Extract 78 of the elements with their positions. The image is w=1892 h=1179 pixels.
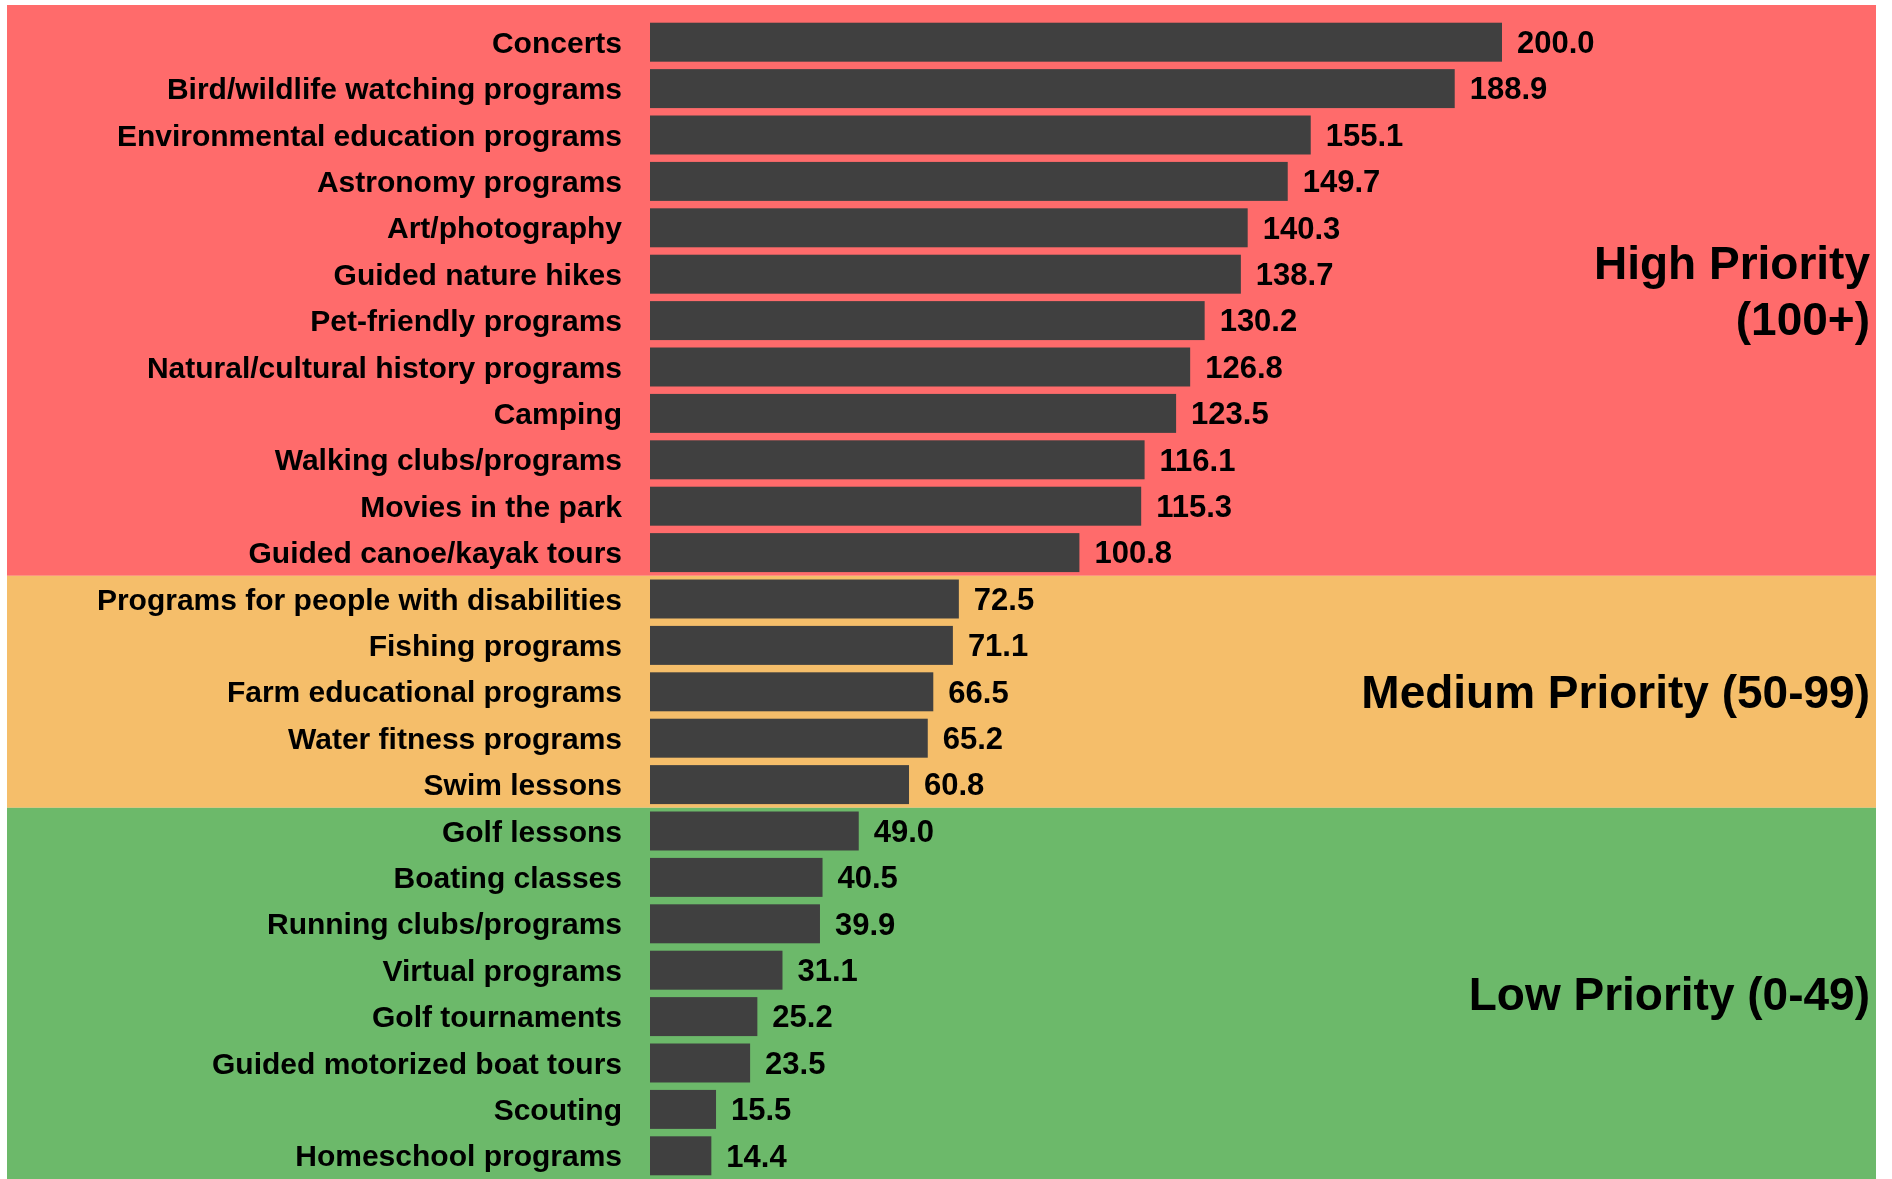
y-tick-label: Environmental education programs — [116, 118, 622, 152]
bar — [650, 22, 1502, 62]
y-tick-label: Running clubs/programs — [266, 907, 622, 941]
data-label: 130.2 — [1219, 303, 1298, 339]
data-label: 123.5 — [1191, 396, 1269, 432]
data-label: 100.8 — [1094, 535, 1172, 571]
data-label: 15.5 — [731, 1092, 792, 1128]
y-tick-label: Homeschool programs — [295, 1139, 622, 1173]
y-tick-label: Guided canoe/kayak tours — [248, 536, 622, 570]
data-label: 60.8 — [924, 767, 985, 803]
band-label: High Priority (100+) — [1593, 236, 1871, 345]
bar — [650, 904, 820, 944]
data-label: 140.3 — [1262, 210, 1341, 246]
y-tick-label: Swim lessons — [423, 768, 622, 802]
y-tick-label: Guided motorized boat tours — [212, 1046, 622, 1080]
data-label: 126.8 — [1205, 349, 1283, 385]
bar — [650, 301, 1205, 341]
bar — [650, 347, 1191, 387]
data-label: 14.4 — [726, 1138, 788, 1174]
data-label: 40.5 — [837, 860, 898, 896]
data-label: 116.1 — [1159, 442, 1236, 478]
bar — [650, 440, 1145, 480]
y-tick-label: Pet-friendly programs — [310, 304, 622, 338]
bar — [650, 161, 1288, 201]
y-tick-label: Concerts — [491, 25, 622, 59]
y-tick-label: Farm educational programs — [226, 675, 622, 709]
y-tick-label: Fishing programs — [368, 628, 622, 662]
bar — [650, 115, 1311, 155]
y-tick-label: Bird/wildlife watching programs — [166, 72, 622, 106]
data-label: 31.1 — [797, 953, 858, 989]
y-tick-label: Water fitness programs — [288, 721, 622, 755]
y-tick-label: Golf tournaments — [371, 1000, 622, 1034]
data-label: 115.3 — [1156, 489, 1233, 525]
bar — [650, 579, 959, 619]
data-label: 39.9 — [834, 906, 896, 942]
y-tick-label: Virtual programs — [382, 953, 622, 987]
data-label: 65.2 — [942, 721, 1004, 757]
y-tick-label: Boating classes — [393, 860, 622, 894]
data-label: 149.7 — [1302, 164, 1381, 200]
band-label: Medium Priority (50-99) — [1361, 665, 1870, 718]
data-label: 49.0 — [873, 813, 935, 849]
bar — [650, 625, 953, 665]
y-tick-label: Art/photography — [387, 211, 623, 245]
data-label: 155.1 — [1325, 117, 1404, 153]
bar — [650, 533, 1080, 573]
data-label: 71.1 — [967, 628, 1029, 664]
y-tick-label: Programs for people with disabilities — [96, 582, 622, 616]
bar — [650, 69, 1455, 109]
data-label: 138.7 — [1255, 257, 1334, 293]
bar — [650, 672, 934, 712]
y-tick-label: Camping — [493, 396, 622, 430]
y-tick-label: Movies in the park — [360, 489, 623, 523]
bar — [650, 997, 758, 1037]
bar — [650, 765, 910, 805]
band-label: Low Priority (0-49) — [1468, 967, 1870, 1020]
bar — [650, 811, 859, 851]
bar — [650, 208, 1248, 248]
data-label: 200.0 — [1517, 25, 1595, 61]
bar — [650, 857, 823, 897]
y-tick-label: Natural/cultural history programs — [146, 350, 622, 384]
bar — [650, 1043, 751, 1083]
bar — [650, 486, 1142, 526]
data-label: 23.5 — [765, 1045, 826, 1081]
bar — [650, 1136, 712, 1176]
y-tick-label: Astronomy programs — [316, 164, 622, 198]
bar — [650, 1089, 717, 1129]
y-tick-label: Golf lessons — [441, 814, 622, 848]
data-label: 188.9 — [1469, 71, 1548, 107]
y-tick-label: Guided nature hikes — [333, 257, 622, 291]
bar — [650, 718, 928, 758]
bar — [650, 393, 1177, 433]
data-label: 72.5 — [973, 581, 1035, 617]
y-tick-label: Walking clubs/programs — [274, 443, 622, 477]
data-label: 25.2 — [772, 999, 833, 1035]
data-label: 66.5 — [948, 674, 1009, 710]
bar — [650, 254, 1241, 294]
y-tick-label: Scouting — [493, 1092, 622, 1126]
bar — [650, 950, 783, 990]
